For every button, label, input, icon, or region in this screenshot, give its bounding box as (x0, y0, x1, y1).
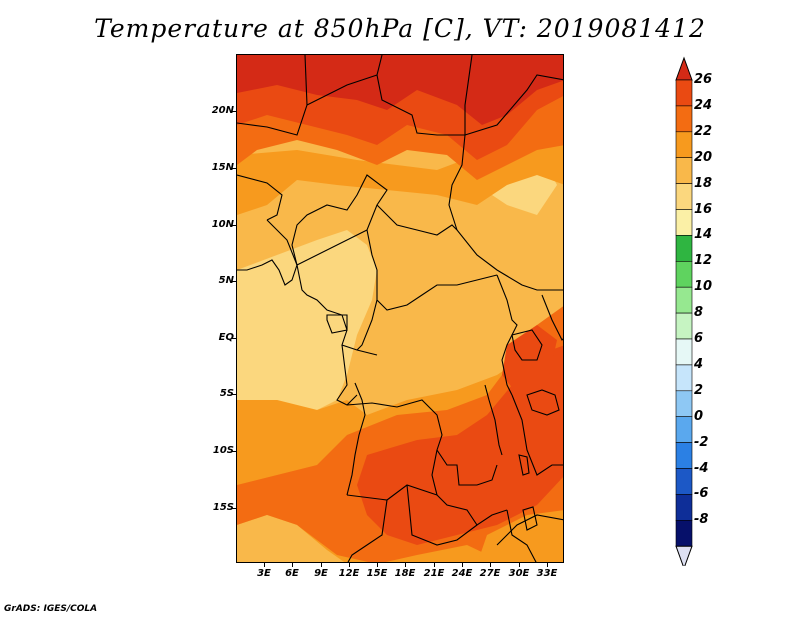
colorbar-label: -4 (694, 460, 709, 476)
lon-label: 3E (257, 568, 271, 579)
colorbar-label: 20 (694, 149, 713, 165)
lat-label: 5N (218, 275, 234, 286)
lon-tick (264, 563, 265, 567)
lon-label: 27E (479, 568, 501, 579)
temperature-field (237, 55, 563, 562)
colorbar-label: -2 (694, 434, 709, 450)
lon-tick (547, 563, 548, 567)
colorbar-segment (675, 416, 693, 443)
colorbar-label: 26 (694, 72, 713, 87)
lon-label: 6E (285, 568, 299, 579)
lon-tick (462, 563, 463, 567)
lon-tick (321, 563, 322, 567)
colorbar-label: 4 (694, 356, 704, 372)
colorbar-label: 18 (694, 175, 713, 191)
lat-label: 20N (211, 105, 234, 116)
lon-label: 12E (338, 568, 360, 579)
lon-tick (519, 563, 520, 567)
lat-label: EQ (218, 332, 234, 343)
colorbar-label: 14 (694, 227, 713, 243)
lat-tick (232, 168, 236, 169)
lon-label: 18E (394, 568, 416, 579)
lat-tick (232, 394, 236, 395)
field-t18 (237, 515, 345, 562)
colorbar-segment (675, 338, 693, 366)
chart-title: Temperature at 850hPa [C], VT: 201908141… (94, 14, 706, 43)
lat-tick (232, 281, 236, 282)
footer-credit: GrADS: IGES/COLA (4, 604, 98, 614)
colorbar-label: 10 (694, 279, 713, 295)
colorbar-label: 12 (694, 253, 713, 269)
colorbar-bottom-arrow (675, 545, 693, 566)
field-t20 (477, 510, 563, 562)
lat-tick (232, 225, 236, 226)
colorbar-segment (675, 364, 693, 392)
colorbar-segment (675, 261, 693, 288)
colorbar-segment (675, 235, 693, 262)
colorbar-segment (675, 442, 693, 469)
map-panel (236, 54, 564, 563)
lon-tick (434, 563, 435, 567)
colorbar-segment (675, 183, 693, 210)
colorbar-label: 22 (694, 123, 713, 139)
colorbar-segment (675, 494, 693, 521)
colorbar-segment (675, 390, 693, 417)
field-t16 (237, 230, 377, 410)
lon-tick (490, 563, 491, 567)
colorbar (675, 56, 693, 566)
field-t24 (502, 325, 557, 400)
colorbar-segment (675, 312, 693, 340)
colorbar-label: 6 (694, 331, 704, 346)
colorbar-segment (675, 209, 693, 236)
field-t20 (237, 125, 563, 215)
lat-tick (232, 451, 236, 452)
lon-label: 15E (366, 568, 388, 579)
colorbar-label: 2 (694, 382, 704, 398)
colorbar-label: 16 (694, 201, 713, 217)
colorbar-label: 24 (694, 97, 713, 113)
colorbar-segment (675, 157, 693, 184)
lat-label: 15S (212, 502, 234, 513)
lat-tick (232, 111, 236, 112)
lat-label: 10N (211, 219, 234, 230)
colorbar-label: 0 (694, 408, 704, 424)
colorbar-label: 8 (694, 305, 704, 321)
colorbar-segment (675, 286, 693, 314)
colorbar-top-arrow (675, 56, 693, 81)
colorbar-label: -6 (694, 486, 709, 502)
lon-tick (292, 563, 293, 567)
lon-tick (405, 563, 406, 567)
colorbar-label: -8 (694, 512, 709, 528)
colorbar-segment (675, 519, 693, 547)
colorbar-segment (675, 105, 693, 133)
colorbar-segment (675, 131, 693, 159)
lon-label: 9E (314, 568, 328, 579)
lat-label: 10S (212, 445, 234, 456)
lat-label: 15N (211, 162, 234, 173)
lon-label: 21E (423, 568, 445, 579)
lon-label: 24E (451, 568, 473, 579)
lat-tick (232, 508, 236, 509)
colorbar-segment (675, 79, 693, 107)
lat-label: 5S (219, 388, 234, 399)
lon-tick (377, 563, 378, 567)
lon-tick (349, 563, 350, 567)
lon-label: 30E (508, 568, 530, 579)
colorbar-segment (675, 468, 693, 495)
field-t26 (237, 55, 563, 125)
lat-tick (232, 338, 236, 339)
political-borders (237, 55, 563, 562)
lon-label: 33E (536, 568, 558, 579)
